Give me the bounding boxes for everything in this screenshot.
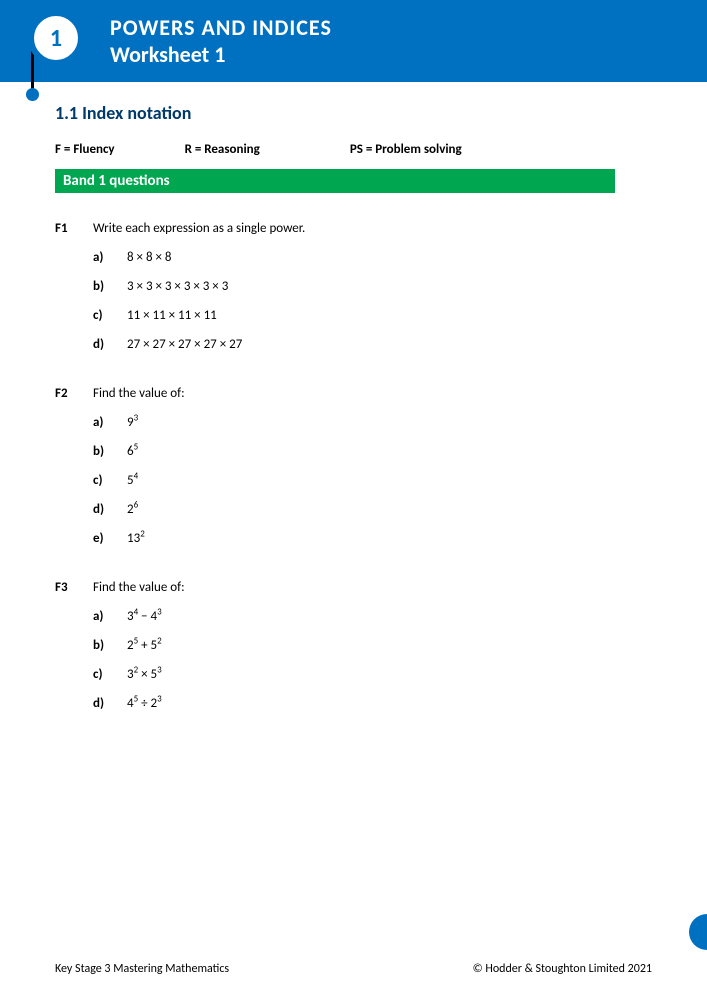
question-part: a)34 − 43 [93,609,652,624]
question-part: c)32 × 53 [93,667,652,682]
question-code: F1 [55,221,93,236]
question-part: d)27 × 27 × 27 × 27 × 27 [93,337,652,352]
question-header: F1Write each expression as a single powe… [55,221,652,236]
part-expression: 32 × 53 [127,667,162,682]
header-banner: 1 POWERS AND INDICES Worksheet 1 [0,0,707,82]
part-label: b) [93,638,127,653]
question-code: F2 [55,386,93,401]
worksheet-content: 1.1 Index notation F = Fluency R = Reaso… [0,82,707,711]
key-problem-solving: PS = Problem solving [350,142,462,157]
question-parts: a)34 − 43b)25 + 52c)32 × 53d)45 ÷ 23 [55,609,652,711]
part-label: d) [93,337,127,352]
part-label: b) [93,444,127,459]
footer-right: © Hodder & Stoughton Limited 2021 [473,962,652,976]
part-label: e) [93,531,127,546]
part-expression: 11 × 11 × 11 × 11 [127,308,217,323]
chapter-dot-decoration [26,88,39,101]
question-parts: a)93b)65c)54d)26e)132 [55,415,652,546]
question-prompt: Write each expression as a single power. [93,221,305,236]
part-label: d) [93,502,127,517]
question-part: a)8 × 8 × 8 [93,250,652,265]
part-expression: 132 [127,531,145,546]
part-label: c) [93,667,127,682]
part-label: c) [93,308,127,323]
question: F1Write each expression as a single powe… [55,221,652,352]
footer-left: Key Stage 3 Mastering Mathematics [55,962,229,976]
key-legend: F = Fluency R = Reasoning PS = Problem s… [55,142,652,157]
part-label: c) [93,473,127,488]
part-expression: 25 + 52 [127,638,162,653]
question-part: b)25 + 52 [93,638,652,653]
chapter-number-circle: 1 [28,10,84,66]
question-part: d)45 ÷ 23 [93,696,652,711]
question-header: F3Find the value of: [55,580,652,595]
part-expression: 8 × 8 × 8 [127,250,171,265]
worksheet-title: Worksheet 1 [110,41,707,68]
part-expression: 54 [127,473,138,488]
part-expression: 26 [127,502,138,517]
part-label: b) [93,279,127,294]
part-label: d) [93,696,127,711]
question-prompt: Find the value of: [93,386,185,401]
question: F2Find the value of:a)93b)65c)54d)26e)13… [55,386,652,546]
question-code: F3 [55,580,93,595]
part-expression: 65 [127,444,138,459]
part-expression: 27 × 27 × 27 × 27 × 27 [127,337,242,352]
question-part: c)11 × 11 × 11 × 11 [93,308,652,323]
corner-decoration [689,914,707,950]
question-part: c)54 [93,473,652,488]
part-label: a) [93,250,127,265]
question-part: b)65 [93,444,652,459]
band-bar: Band 1 questions [55,169,615,193]
part-expression: 34 − 43 [127,609,162,624]
question-part: e)132 [93,531,652,546]
part-expression: 93 [127,415,138,430]
section-heading: 1.1 Index notation [55,102,652,124]
question: F3Find the value of:a)34 − 43b)25 + 52c)… [55,580,652,711]
part-label: a) [93,609,127,624]
question-part: a)93 [93,415,652,430]
key-reasoning: R = Reasoning [185,142,260,157]
page-footer: Key Stage 3 Mastering Mathematics © Hodd… [55,962,652,976]
part-expression: 45 ÷ 23 [127,696,162,711]
question-prompt: Find the value of: [93,580,185,595]
chapter-title: POWERS AND INDICES [110,14,707,41]
part-expression: 3 × 3 × 3 × 3 × 3 × 3 [127,279,228,294]
key-fluency: F = Fluency [55,142,115,157]
part-label: a) [93,415,127,430]
questions-container: F1Write each expression as a single powe… [55,221,652,711]
question-parts: a)8 × 8 × 8b)3 × 3 × 3 × 3 × 3 × 3c)11 ×… [55,250,652,352]
question-part: b)3 × 3 × 3 × 3 × 3 × 3 [93,279,652,294]
question-header: F2Find the value of: [55,386,652,401]
question-part: d)26 [93,502,652,517]
